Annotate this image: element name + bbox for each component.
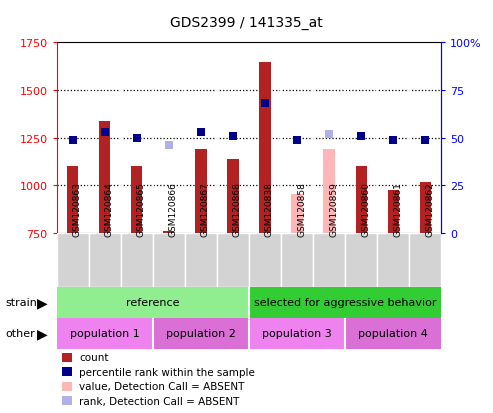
Text: GSM120863: GSM120863 [73,181,82,236]
Text: GSM120866: GSM120866 [169,181,178,236]
Bar [259,62,271,233]
Bar [153,318,249,349]
Bar [377,233,409,287]
Bar [409,233,441,287]
Text: percentile rank within the sample: percentile rank within the sample [79,367,255,377]
Text: population 2: population 2 [166,328,236,339]
Text: selected for aggressive behavior: selected for aggressive behavior [254,297,436,308]
Text: ▶: ▶ [36,296,47,309]
Bar [227,159,239,233]
Bar [163,231,175,233]
Text: GSM120868: GSM120868 [233,181,242,236]
Bar [57,287,249,318]
Text: population 3: population 3 [262,328,332,339]
Text: population 4: population 4 [358,328,428,339]
Bar [313,233,345,287]
Bar [185,233,217,287]
Bar [121,233,153,287]
Text: GSM120858: GSM120858 [297,181,306,236]
Text: GSM120867: GSM120867 [201,181,210,236]
Bar [57,318,153,349]
Text: population 1: population 1 [70,328,140,339]
Bar [67,167,78,233]
Bar [345,318,441,349]
Bar [153,233,185,287]
Bar [249,233,281,287]
Bar [345,233,377,287]
Bar [249,287,441,318]
Bar [355,167,367,233]
Bar [195,150,207,233]
Text: count: count [79,352,108,362]
Text: GSM120864: GSM120864 [105,181,114,236]
Text: GSM120865: GSM120865 [137,181,146,236]
Bar [323,150,335,233]
Text: strain: strain [5,297,37,308]
Bar [387,190,399,233]
Bar [89,233,121,287]
Bar [57,233,89,287]
Text: GSM120860: GSM120860 [361,181,370,236]
Text: GSM120859: GSM120859 [329,181,338,236]
Bar [249,318,345,349]
Bar [217,233,249,287]
Text: value, Detection Call = ABSENT: value, Detection Call = ABSENT [79,381,244,391]
Text: GSM120862: GSM120862 [425,181,434,236]
Text: rank, Detection Call = ABSENT: rank, Detection Call = ABSENT [79,396,239,406]
Text: GSM120861: GSM120861 [393,181,402,236]
Bar [281,233,313,287]
Bar [99,121,110,233]
Text: GSM120838: GSM120838 [265,181,274,236]
Text: other: other [5,328,35,339]
Text: reference: reference [126,297,179,308]
Text: ▶: ▶ [36,327,47,340]
Bar [420,183,431,233]
Text: GDS2399 / 141335_at: GDS2399 / 141335_at [170,16,323,30]
Bar [291,195,303,233]
Bar [131,167,142,233]
